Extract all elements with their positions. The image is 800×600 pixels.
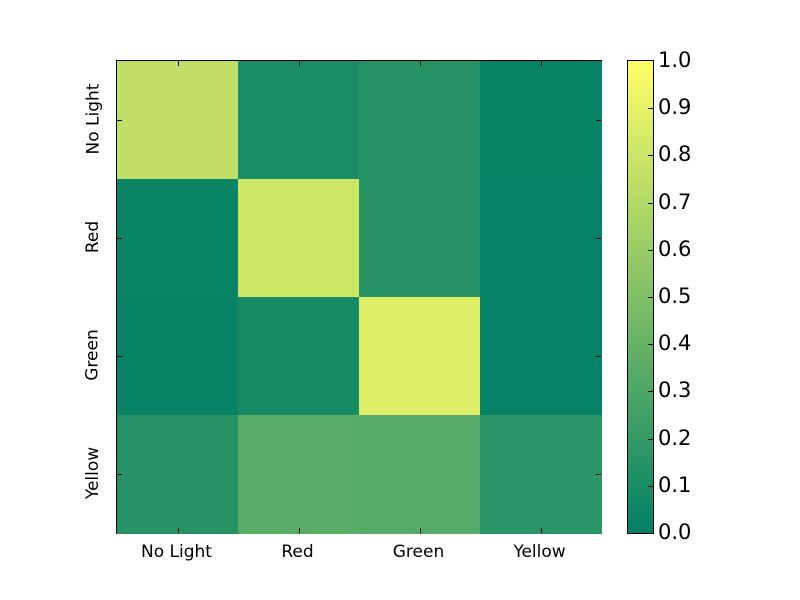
x-tick-top <box>298 61 300 66</box>
heatmap-cell <box>117 297 239 416</box>
colorbar-tick <box>648 438 653 440</box>
colorbar-tick <box>648 297 653 298</box>
colorbar-tick-label: 0.2 <box>658 425 692 450</box>
colorbar-tick <box>648 485 653 487</box>
colorbar-tick-label: 0.7 <box>658 189 692 214</box>
colorbar-tick-label: 0.8 <box>658 142 692 167</box>
x-tick-top <box>177 61 179 66</box>
colorbar-tick-label: 0.0 <box>658 520 692 544</box>
x-tick-label: No Light <box>141 542 212 562</box>
heatmap-cell <box>359 297 481 416</box>
heatmap-plot <box>116 60 602 534</box>
x-tick-label: Red <box>281 542 314 562</box>
heatmap-cell <box>359 179 481 298</box>
x-tick-bottom <box>177 528 179 533</box>
heatmap-cell <box>480 61 602 180</box>
x-tick-label: Yellow <box>513 542 566 562</box>
colorbar-tick-label: 0.4 <box>658 331 692 356</box>
colorbar-tick <box>648 391 653 393</box>
x-tick-label: Green <box>392 542 445 562</box>
colorbar-tick-label: 0.5 <box>658 284 692 308</box>
colorbar-tick-label: 1.0 <box>658 48 692 72</box>
heatmap-cell <box>238 61 360 180</box>
y-tick-label: Yellow <box>78 393 108 553</box>
colorbar-tick <box>648 108 653 110</box>
y-tick-right <box>596 474 601 475</box>
x-tick-top <box>540 61 542 66</box>
x-tick-bottom <box>419 528 421 533</box>
heatmap-cell <box>359 61 481 180</box>
heatmap-cell <box>117 415 239 534</box>
x-tick-top <box>419 61 421 66</box>
x-tick-bottom <box>298 528 300 533</box>
colorbar-tick <box>648 249 653 251</box>
colorbar-tick-label: 0.3 <box>658 378 692 403</box>
colorbar-tick <box>648 155 653 157</box>
y-tick-left <box>117 474 122 475</box>
y-tick-right <box>596 120 601 121</box>
y-tick-left <box>117 120 122 121</box>
y-tick-label-text: Green <box>83 329 104 381</box>
heatmap-cell <box>480 297 602 416</box>
heatmap-cell <box>359 415 481 534</box>
heatmap-cell <box>117 61 239 180</box>
y-tick-label-text: Yellow <box>83 446 103 500</box>
colorbar-tick-label: 0.1 <box>658 472 692 497</box>
y-tick-left <box>117 238 122 239</box>
colorbar-tick <box>648 344 653 346</box>
heatmap-cell <box>117 179 239 298</box>
colorbar-tick-label: 0.6 <box>658 236 692 261</box>
heatmap-cell <box>238 179 360 298</box>
y-tick-label-text: Red <box>83 220 103 254</box>
heatmap-cell <box>480 179 602 298</box>
colorbar <box>627 60 654 534</box>
heatmap-cell <box>238 415 360 534</box>
y-tick-left <box>117 356 122 357</box>
y-tick-right <box>596 356 601 357</box>
heatmap-cell <box>238 297 360 416</box>
x-tick-bottom <box>540 528 542 533</box>
y-tick-right <box>596 238 601 239</box>
colorbar-tick-label: 0.9 <box>658 95 692 120</box>
colorbar-tick <box>648 202 653 204</box>
y-tick-label-text: No Light <box>83 83 104 155</box>
heatmap-cell <box>480 415 602 534</box>
